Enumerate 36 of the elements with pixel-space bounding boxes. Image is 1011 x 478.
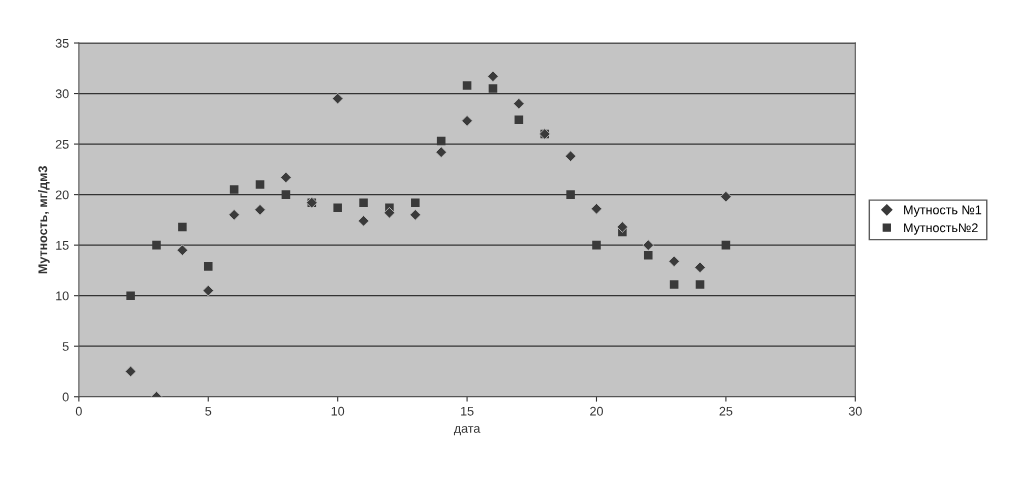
x-tick-label: 15 [461,406,474,416]
x-axis-title: дата [453,426,481,436]
point [333,203,342,213]
legend-label: Мутность№2 [904,223,978,235]
point [669,280,679,289]
legend-label: Мутность №1 [904,205,982,217]
x-tick-label: 10 [331,406,345,416]
point [178,222,187,232]
point [592,240,601,250]
point [488,84,498,93]
y-tick-label: 20 [55,190,69,200]
y-tick-label: 10 [56,291,69,301]
y-axis-title: Мутность, мг/дм3 [38,166,50,274]
y-tick-label: 5 [62,342,69,351]
point [152,240,161,250]
y-tick-label: 30 [55,89,69,99]
point [229,185,239,194]
point [281,190,291,199]
point [411,198,420,207]
y-tick-label: 15 [56,241,69,250]
y-tick-label: 35 [55,38,69,48]
x-tick-label: 0 [75,406,82,416]
point [126,291,135,300]
point [462,81,472,90]
x-tick-label: 25 [719,406,733,416]
x-tick-label: 30 [848,406,862,416]
point [359,198,368,207]
point [203,262,213,271]
x-tick-label: 20 [590,406,603,416]
y-tick-label: 25 [55,139,69,149]
point [255,180,265,189]
point [566,190,575,199]
x-tick-label: 5 [205,406,212,416]
point [695,280,705,289]
y-tick-label: 0 [62,392,69,402]
point [643,250,653,260]
